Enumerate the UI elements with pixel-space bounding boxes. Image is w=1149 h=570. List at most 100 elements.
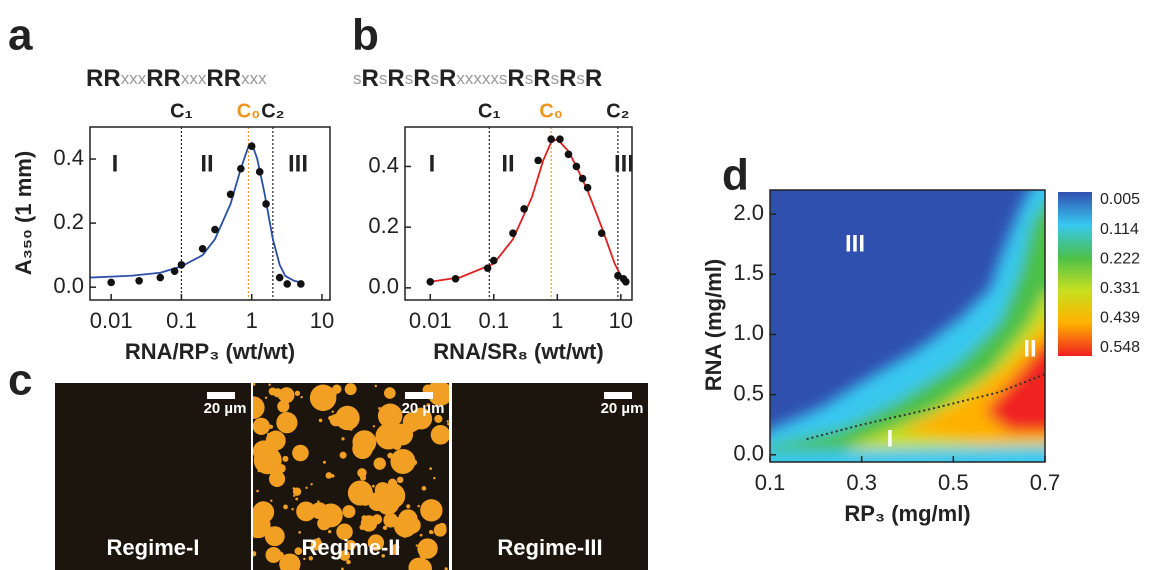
y-tick-label: 1.5 <box>733 260 764 285</box>
panel-letter: d <box>722 151 749 200</box>
droplet <box>361 498 369 506</box>
droplet <box>375 423 401 449</box>
droplet <box>422 486 427 491</box>
droplet <box>373 425 375 427</box>
data-point <box>199 245 207 253</box>
x-tick-label: 0.01 <box>90 308 133 333</box>
data-point <box>237 165 245 173</box>
droplet <box>340 452 347 459</box>
droplet <box>352 430 376 454</box>
droplet <box>291 508 293 510</box>
droplet <box>295 391 300 396</box>
droplet <box>416 544 418 546</box>
data-point <box>520 205 528 213</box>
data-point <box>622 278 630 286</box>
y-tick-label: 1.0 <box>733 320 764 345</box>
y-tick-label: 0.5 <box>733 380 764 405</box>
droplet <box>420 499 442 521</box>
y-tick-label: 0.4 <box>53 145 84 170</box>
sequence-char: s <box>576 69 585 88</box>
droplet <box>282 456 288 462</box>
x-tick-label: 10 <box>310 308 334 333</box>
x-axis-label: RNA/SR₈ (wt/wt) <box>433 339 603 364</box>
x-tick-label: 0.1 <box>166 308 197 333</box>
droplet <box>283 505 288 510</box>
data-point <box>584 184 592 192</box>
droplet <box>429 530 433 534</box>
colorbar <box>1058 192 1092 356</box>
regime-label: III <box>845 230 865 257</box>
data-point <box>484 264 492 272</box>
droplet <box>357 468 366 477</box>
sequence-char: R <box>206 65 223 92</box>
droplet <box>266 431 286 451</box>
data-point <box>283 280 291 288</box>
data-point <box>452 275 460 283</box>
sequence-char: R <box>362 65 379 92</box>
data-point <box>556 135 564 143</box>
x-axis-label: RP₃ (mg/ml) <box>844 501 970 526</box>
data-point <box>509 229 517 237</box>
y-tick-label: 0.2 <box>53 209 84 234</box>
droplet <box>326 472 333 479</box>
droplet <box>383 513 398 528</box>
x-tick-label: 1 <box>246 308 258 333</box>
droplet <box>417 505 420 508</box>
regime-caption: Regime-I <box>107 535 200 560</box>
marker-label: C₁ <box>170 100 193 122</box>
panel-letter: b <box>352 11 379 60</box>
droplet <box>406 504 410 508</box>
x-tick-label: 0.5 <box>938 470 969 495</box>
droplet <box>438 523 446 531</box>
sequence-char: s <box>405 69 414 88</box>
x-tick-label: 10 <box>609 308 633 333</box>
droplet <box>424 514 427 517</box>
data-point <box>211 226 219 234</box>
droplet <box>256 490 259 493</box>
droplet <box>297 457 301 461</box>
droplet <box>404 517 421 534</box>
droplet <box>383 526 387 530</box>
droplet <box>446 420 448 422</box>
regime-label: III <box>288 150 308 177</box>
data-point <box>565 151 573 159</box>
marker-label: C₂ <box>606 100 629 122</box>
droplet <box>429 467 432 470</box>
x-tick-label: 0.7 <box>1030 470 1061 495</box>
droplet <box>328 416 333 421</box>
sequence-char: R <box>413 65 430 92</box>
data-point <box>107 279 115 287</box>
droplet <box>341 437 344 440</box>
sequence-char: R <box>559 65 576 92</box>
data-point <box>579 175 587 183</box>
droplet <box>305 487 307 489</box>
data-point <box>256 168 264 176</box>
sequence-char: R <box>146 65 163 92</box>
droplet <box>293 487 301 495</box>
y-tick-label: 0.0 <box>733 441 764 466</box>
droplet <box>346 560 351 565</box>
droplet <box>281 418 288 425</box>
droplet <box>375 385 377 387</box>
plot-frame <box>405 127 632 300</box>
droplet <box>335 406 359 430</box>
droplet <box>345 383 357 395</box>
colorbar-label: 0.222 <box>1100 250 1140 267</box>
droplet <box>374 457 386 469</box>
droplet <box>258 470 261 473</box>
x-axis-label: RNA/RP₃ (wt/wt) <box>125 339 295 364</box>
droplet <box>332 385 341 394</box>
droplet <box>384 387 396 399</box>
droplet <box>265 397 267 399</box>
droplet <box>273 388 282 397</box>
regime-label: I <box>887 425 894 452</box>
droplet <box>252 501 274 523</box>
droplet <box>332 411 334 413</box>
droplet <box>349 427 353 431</box>
regime-label: II <box>501 150 514 177</box>
sequence: RRxxxRRxxxRRxxx <box>86 65 267 92</box>
regime-label: III <box>614 150 634 177</box>
sequence-char: R <box>224 65 241 92</box>
droplet <box>420 534 423 537</box>
regime-label: II <box>200 150 213 177</box>
